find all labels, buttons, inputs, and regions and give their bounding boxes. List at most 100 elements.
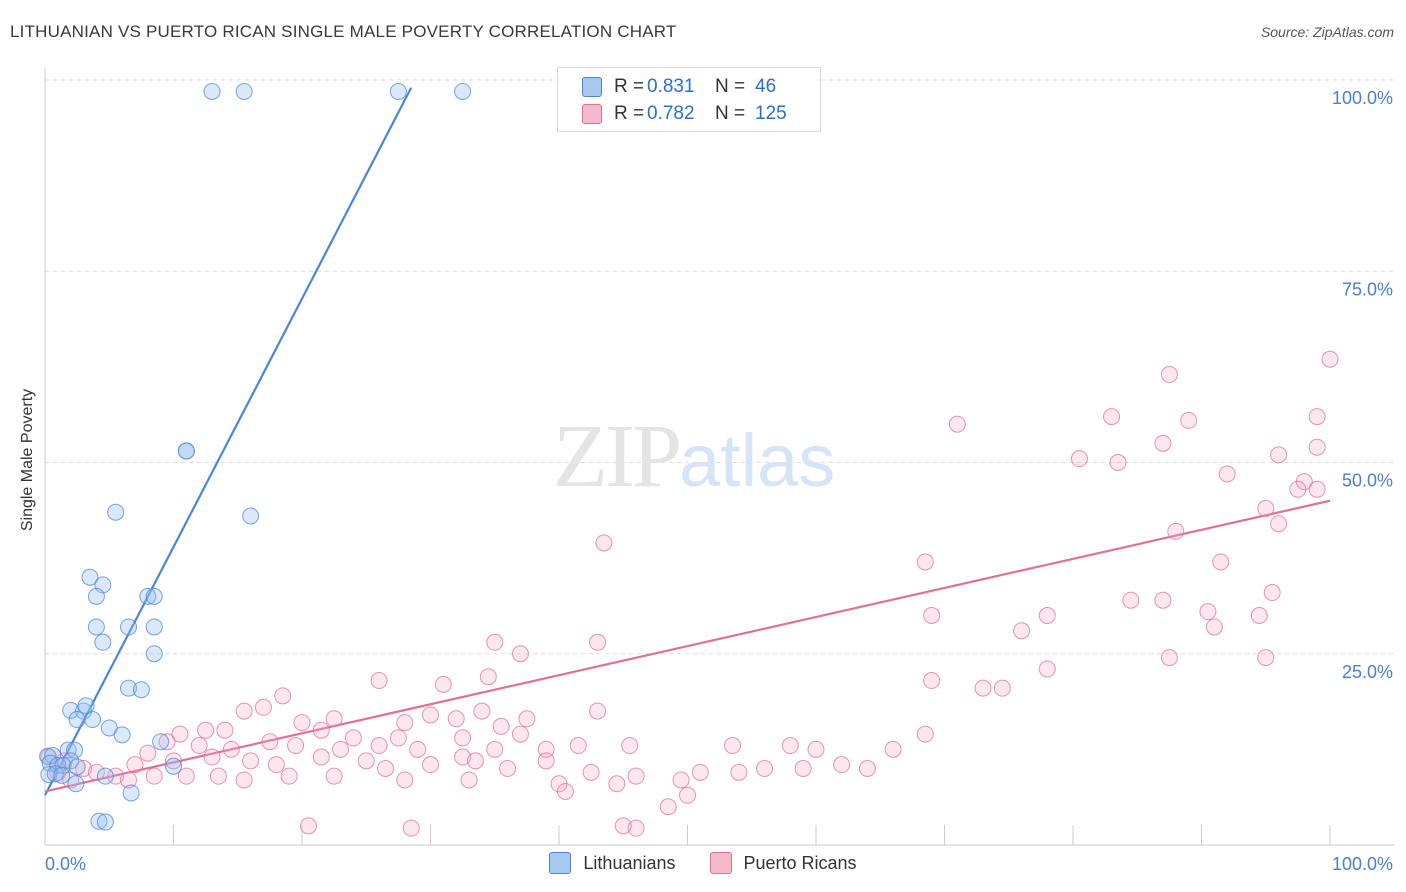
puerto-rican-point: [1013, 622, 1031, 640]
puerto-rican-point: [158, 733, 176, 751]
puerto-rican-point: [312, 748, 330, 766]
trend-line-puerto-ricans: [44, 499, 1331, 793]
puerto-rican-point: [659, 798, 677, 816]
lithuanian-point: [152, 733, 170, 751]
puerto-rican-point: [190, 737, 208, 755]
puerto-rican-point: [1122, 591, 1140, 609]
puerto-rican-point: [1038, 660, 1056, 678]
puerto-rican-point: [486, 633, 504, 651]
lithuanian-point: [94, 633, 112, 651]
puerto-rican-point: [923, 672, 941, 690]
lithuanian-point: [96, 767, 114, 785]
puerto-rican-point: [287, 737, 305, 755]
lithuanian-point: [96, 813, 114, 831]
lithuanian-point: [389, 82, 407, 100]
lithuanian-point: [177, 442, 195, 460]
puerto-rican-point: [794, 760, 812, 777]
lithuanian-point: [454, 82, 472, 100]
legend-item-puerto-ricans[interactable]: Puerto Ricans: [709, 852, 857, 874]
puerto-rican-point: [370, 672, 388, 690]
puerto-rican-point: [511, 645, 529, 663]
puerto-rican-point: [923, 607, 941, 624]
puerto-rican-point: [1289, 480, 1307, 498]
puerto-rican-point: [1154, 434, 1172, 452]
puerto-rican-point: [569, 737, 587, 755]
puerto-rican-point: [993, 679, 1011, 697]
legend-swatch-lithuanians: [582, 77, 602, 97]
legend-row-lithuanians: R = 0.831 N = 46: [582, 75, 776, 99]
puerto-rican-point: [242, 752, 260, 770]
puerto-rican-point: [177, 767, 195, 785]
data-points: [39, 82, 1339, 837]
puerto-rican-point: [466, 752, 484, 770]
puerto-rican-point: [165, 752, 182, 770]
legend-n-label: N =: [715, 76, 746, 97]
puerto-rican-point: [222, 740, 240, 758]
lithuanian-point: [165, 757, 182, 775]
y-tick-label: 25.0%: [1342, 662, 1393, 682]
puerto-rican-point: [1263, 584, 1281, 602]
puerto-rican-point: [589, 633, 607, 651]
puerto-rican-point: [402, 819, 420, 837]
puerto-rican-point: [948, 415, 966, 433]
puerto-rican-point: [833, 756, 851, 774]
puerto-rican-point: [254, 698, 272, 716]
puerto-rican-point: [608, 775, 626, 793]
puerto-rican-point: [299, 817, 317, 835]
lithuanian-point: [203, 82, 221, 100]
puerto-rican-point: [1154, 591, 1172, 609]
puerto-rican-point: [209, 767, 227, 785]
puerto-rican-point: [344, 729, 362, 747]
puerto-rican-point: [518, 710, 536, 728]
puerto-rican-point: [1070, 450, 1088, 468]
puerto-rican-point: [280, 767, 298, 785]
lithuanian-point: [107, 503, 125, 521]
puerto-rican-point: [267, 756, 285, 774]
puerto-rican-point: [145, 767, 163, 785]
lithuanian-point: [139, 587, 157, 605]
lithuanian-point: [84, 711, 102, 729]
lithuanian-point: [53, 766, 71, 784]
legend-n-value: 125: [755, 103, 787, 124]
correlation-legend: R = 0.831 N = 46 R = 0.782 N = 125: [557, 67, 821, 132]
puerto-rican-point: [1270, 446, 1288, 464]
series-legend: Lithuanians Puerto Ricans: [0, 852, 1406, 874]
puerto-rican-point: [473, 702, 491, 720]
puerto-rican-point: [1212, 553, 1230, 571]
puerto-rican-point: [499, 760, 517, 777]
lithuanian-point: [62, 701, 80, 719]
puerto-rican-point: [1160, 649, 1178, 667]
tick-labels: 0.0% 100.0% 25.0% 50.0% 75.0% 100.0%: [45, 88, 1393, 874]
puerto-rican-point: [357, 752, 375, 770]
puerto-rican-point: [1103, 408, 1121, 426]
puerto-rican-point: [486, 740, 504, 758]
lithuanian-point: [77, 697, 95, 715]
legend-item-lithuanians[interactable]: Lithuanians: [549, 852, 676, 874]
puerto-rican-point: [261, 733, 279, 751]
puerto-rican-point: [203, 748, 221, 766]
lithuanian-point: [120, 618, 138, 636]
puerto-rican-point: [807, 740, 825, 758]
y-tick-label: 50.0%: [1342, 471, 1393, 491]
puerto-rican-point: [1167, 522, 1185, 540]
lithuanian-point: [120, 679, 138, 697]
puerto-rican-point: [511, 725, 529, 743]
puerto-rican-point: [1160, 366, 1178, 384]
lithuanian-point: [87, 587, 105, 605]
puerto-rican-point: [627, 819, 645, 837]
lithuanian-point: [67, 775, 85, 793]
puerto-rican-point: [723, 737, 741, 755]
legend-label-puerto-ricans: Puerto Ricans: [743, 852, 857, 873]
lithuanian-point: [59, 741, 77, 759]
puerto-rican-point: [884, 740, 902, 758]
legend-swatch-lithuanians: [549, 852, 572, 874]
puerto-rican-point: [556, 782, 574, 800]
puerto-rican-point: [422, 706, 439, 724]
lithuanian-point: [46, 765, 64, 783]
puerto-rican-point: [627, 767, 645, 785]
puerto-rican-point: [1205, 618, 1223, 636]
puerto-rican-point: [1257, 499, 1275, 517]
puerto-rican-point: [312, 721, 330, 739]
legend-r-value: 0.831: [647, 76, 695, 97]
lithuanian-point: [122, 784, 140, 802]
